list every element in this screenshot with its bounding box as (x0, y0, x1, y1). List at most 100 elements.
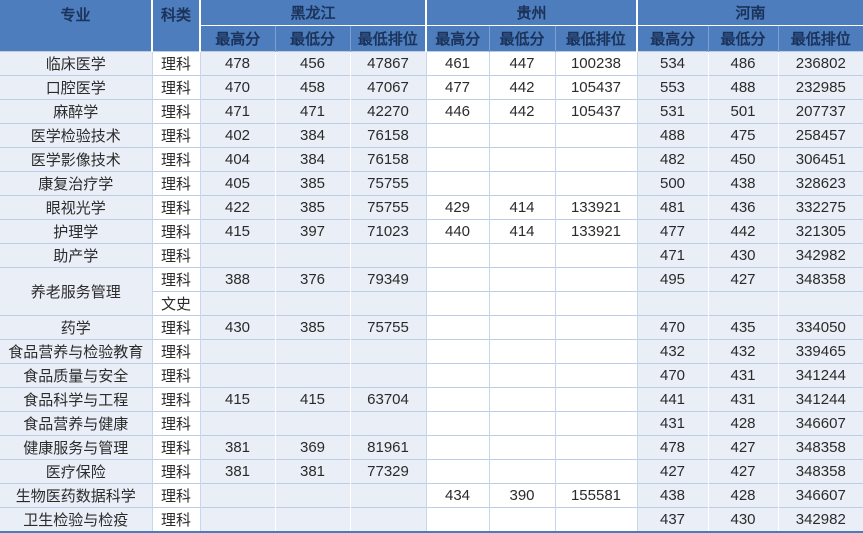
major-cell: 口腔医学 (0, 75, 152, 100)
value-cell: 488 (636, 123, 708, 148)
value-cell: 385 (274, 195, 350, 220)
value-cell (274, 339, 350, 364)
value-cell (425, 507, 489, 532)
value-cell: 75755 (349, 195, 426, 220)
value-cell: 346607 (777, 411, 863, 436)
value-cell (554, 267, 637, 292)
value-cell (199, 507, 275, 532)
value-cell: 306451 (777, 147, 863, 172)
value-cell: 500 (636, 171, 708, 196)
category-cell: 理科 (151, 75, 200, 100)
major-cell: 食品科学与工程 (0, 387, 152, 412)
major-cell: 卫生检验与检疫 (0, 507, 152, 532)
value-cell (199, 483, 275, 508)
table-row: 康复治疗学 理科 405 385 75755 500 438 328623 (0, 171, 863, 196)
value-cell: 478 (199, 51, 275, 76)
value-cell: 81961 (349, 435, 426, 460)
value-cell: 100238 (554, 51, 637, 76)
value-cell: 432 (636, 339, 708, 364)
category-cell: 理科 (151, 435, 200, 460)
value-cell (488, 339, 555, 364)
category-cell: 理科 (151, 459, 200, 484)
value-cell (554, 507, 637, 532)
value-cell: 477 (636, 219, 708, 244)
category-cell: 理科 (151, 243, 200, 268)
value-cell (554, 459, 637, 484)
value-cell (488, 435, 555, 460)
header-group-row: 专业 科类 黑龙江 贵州 河南 (0, 0, 863, 52)
value-cell: 76158 (349, 147, 426, 172)
value-cell (425, 363, 489, 388)
value-cell: 442 (488, 75, 555, 100)
value-cell (349, 507, 426, 532)
value-cell: 434 (425, 483, 489, 508)
value-cell: 42270 (349, 99, 426, 124)
value-cell (554, 435, 637, 460)
value-cell: 76158 (349, 123, 426, 148)
value-cell (554, 315, 637, 340)
value-cell: 431 (707, 363, 778, 388)
value-cell: 478 (636, 435, 708, 460)
value-cell: 486 (707, 51, 778, 76)
value-cell: 477 (425, 75, 489, 100)
value-cell: 381 (199, 435, 275, 460)
value-cell: 553 (636, 75, 708, 100)
value-cell: 470 (199, 75, 275, 100)
value-cell: 450 (707, 147, 778, 172)
value-cell: 458 (274, 75, 350, 100)
value-cell: 384 (274, 123, 350, 148)
value-cell: 414 (488, 219, 555, 244)
value-cell: 133921 (554, 219, 637, 244)
table-row: 健康服务与管理 理科 381 369 81961 478 427 348358 (0, 435, 863, 460)
value-cell (425, 411, 489, 436)
value-cell: 47867 (349, 51, 426, 76)
value-cell: 47067 (349, 75, 426, 100)
value-cell: 415 (274, 387, 350, 412)
value-cell (199, 339, 275, 364)
value-cell: 436 (707, 195, 778, 220)
value-cell: 348358 (777, 267, 863, 292)
table-row: 眼视光学 理科 422 385 75755 429 414 133921 481 436 33227… (0, 195, 863, 220)
value-cell (554, 411, 637, 436)
value-cell (349, 339, 426, 364)
value-cell (274, 483, 350, 508)
value-cell: 442 (488, 99, 555, 124)
value-cell (425, 435, 489, 460)
major-cell: 健康服务与管理 (0, 435, 152, 460)
value-cell: 376 (274, 267, 350, 292)
major-cell: 医学影像技术 (0, 147, 152, 172)
value-cell: 427 (707, 267, 778, 292)
value-cell: 414 (488, 195, 555, 220)
table-row: 护理学 理科 415 397 71023 440 414 133921 477 442 321305 (0, 219, 863, 244)
value-cell (488, 147, 555, 172)
value-cell: 75755 (349, 315, 426, 340)
value-cell (488, 459, 555, 484)
value-cell (274, 507, 350, 532)
value-cell (554, 291, 637, 316)
table-row: 文史 (0, 291, 863, 316)
value-cell: 429 (425, 195, 489, 220)
header-province-guizhou: 贵州 (425, 0, 637, 26)
value-cell: 456 (274, 51, 350, 76)
table-row: 药学 理科 430 385 75755 470 435 334050 (0, 315, 863, 340)
value-cell (425, 243, 489, 268)
value-cell: 430 (707, 507, 778, 532)
value-cell: 321305 (777, 219, 863, 244)
value-cell (488, 363, 555, 388)
value-cell (425, 291, 489, 316)
value-cell (274, 411, 350, 436)
value-cell: 341244 (777, 387, 863, 412)
value-cell: 442 (707, 219, 778, 244)
value-cell: 435 (707, 315, 778, 340)
value-cell (554, 339, 637, 364)
value-cell: 531 (636, 99, 708, 124)
category-cell: 理科 (151, 267, 200, 292)
value-cell: 369 (274, 435, 350, 460)
category-cell: 理科 (151, 339, 200, 364)
value-cell: 431 (707, 387, 778, 412)
value-cell: 332275 (777, 195, 863, 220)
value-cell: 334050 (777, 315, 863, 340)
value-cell: 105437 (554, 99, 637, 124)
category-cell: 理科 (151, 123, 200, 148)
value-cell: 488 (707, 75, 778, 100)
